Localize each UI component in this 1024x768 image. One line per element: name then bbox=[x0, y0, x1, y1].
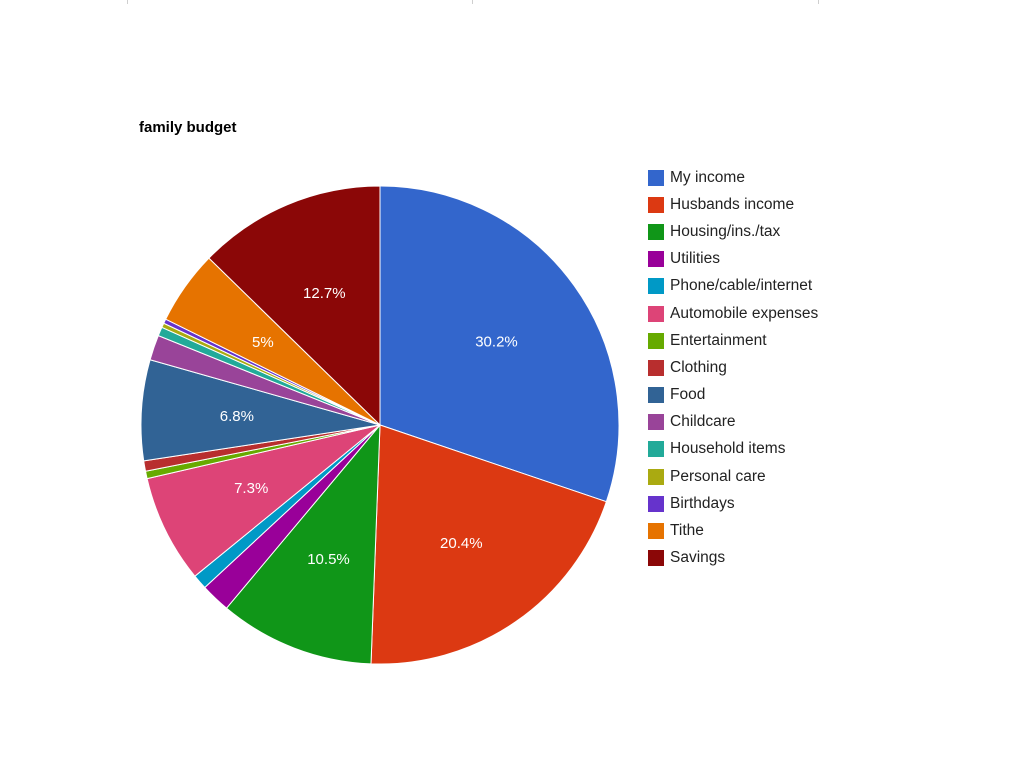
pie-slice[interactable] bbox=[146, 424, 381, 577]
legend-label: My income bbox=[670, 168, 745, 186]
legend-item[interactable]: Savings bbox=[648, 545, 818, 572]
legend-swatch bbox=[648, 495, 664, 512]
legend-swatch bbox=[648, 550, 664, 567]
slice-data-label: 6.8% bbox=[220, 408, 254, 425]
legend-label: Food bbox=[670, 386, 706, 404]
chart-title: family budget bbox=[139, 119, 237, 136]
legend-label: Childcare bbox=[670, 413, 736, 431]
slice-data-label: 12.7% bbox=[303, 285, 346, 302]
legend-label: Personal care bbox=[670, 467, 766, 485]
slice-data-label: 5% bbox=[252, 334, 274, 351]
legend-swatch bbox=[648, 332, 664, 349]
slice-data-label: 30.2% bbox=[475, 333, 518, 350]
top-divider-tick bbox=[472, 0, 473, 4]
legend-label: Savings bbox=[670, 549, 726, 567]
legend-item[interactable]: Food bbox=[648, 382, 818, 409]
legend-swatch bbox=[648, 387, 664, 404]
legend-item[interactable]: Personal care bbox=[648, 463, 818, 490]
legend-label: Phone/cable/internet bbox=[670, 277, 813, 295]
top-divider-tick bbox=[818, 0, 819, 4]
legend-item[interactable]: My income bbox=[648, 164, 818, 191]
legend-swatch bbox=[648, 278, 664, 295]
legend-label: Automobile expenses bbox=[670, 304, 819, 322]
pie-slice[interactable] bbox=[379, 185, 620, 503]
legend-item[interactable]: Housing/ins./tax bbox=[648, 218, 818, 245]
pie-slice[interactable] bbox=[208, 185, 381, 427]
legend-swatch bbox=[648, 169, 664, 186]
pie-slice[interactable] bbox=[370, 424, 607, 665]
legend-label: Housing/ins./tax bbox=[670, 222, 781, 240]
legend-item[interactable]: Utilities bbox=[648, 246, 818, 273]
legend-label: Clothing bbox=[670, 358, 727, 376]
legend-item[interactable]: Birthdays bbox=[648, 490, 818, 517]
legend-item[interactable]: Household items bbox=[648, 436, 818, 463]
legend-label: Husbands income bbox=[670, 195, 795, 213]
legend-item[interactable]: Entertainment bbox=[648, 327, 818, 354]
legend-swatch bbox=[648, 251, 664, 268]
legend-item[interactable]: Phone/cable/internet bbox=[648, 273, 818, 300]
legend-swatch bbox=[648, 414, 664, 431]
legend-label: Birthdays bbox=[670, 494, 735, 512]
legend-item[interactable]: Clothing bbox=[648, 354, 818, 381]
legend-item[interactable]: Husbands income bbox=[648, 191, 818, 218]
legend-swatch bbox=[648, 468, 664, 485]
slice-data-label: 7.3% bbox=[234, 480, 268, 497]
top-divider-tick bbox=[127, 0, 128, 4]
legend-label: Utilities bbox=[670, 250, 720, 268]
legend-item[interactable]: Tithe bbox=[648, 517, 818, 544]
legend-swatch bbox=[648, 523, 664, 540]
legend-item[interactable]: Automobile expenses bbox=[648, 300, 818, 327]
legend-item[interactable]: Childcare bbox=[648, 409, 818, 436]
legend-label: Entertainment bbox=[670, 331, 767, 349]
legend-swatch bbox=[648, 441, 664, 458]
legend-label: Household items bbox=[670, 440, 786, 458]
pie-slice[interactable] bbox=[225, 423, 381, 665]
legend-swatch bbox=[648, 223, 664, 240]
legend-swatch bbox=[648, 196, 664, 213]
legend-swatch bbox=[648, 305, 664, 322]
slice-data-label: 10.5% bbox=[307, 551, 350, 568]
legend-swatch bbox=[648, 359, 664, 376]
legend-label: Tithe bbox=[670, 522, 704, 540]
slice-data-label: 20.4% bbox=[440, 535, 483, 552]
legend: My income Husbands income Housing/ins./tax… bbox=[648, 164, 818, 572]
